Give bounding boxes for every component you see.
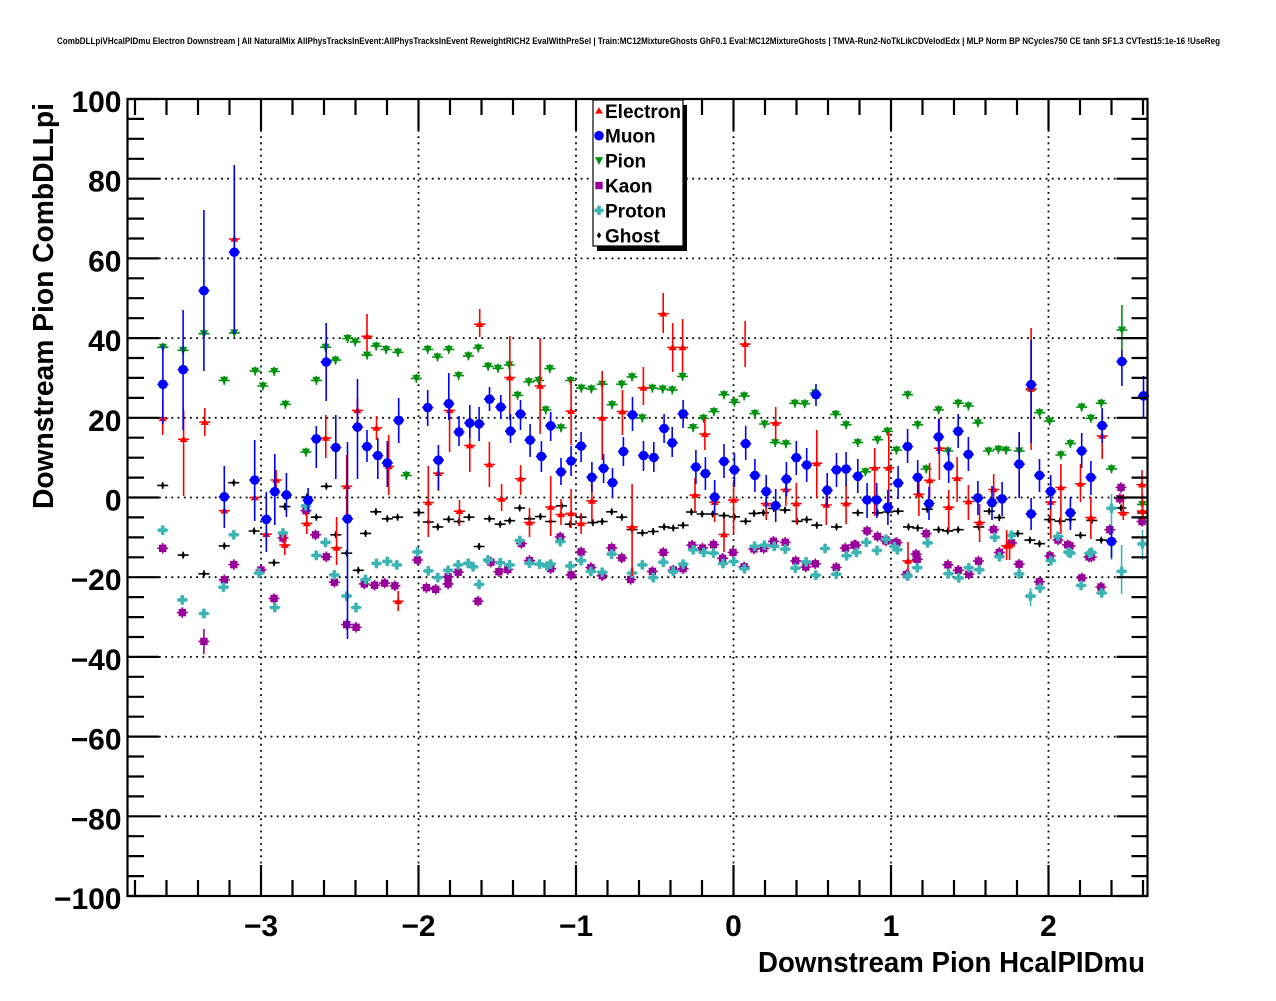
svg-text:60: 60 [88,245,121,278]
svg-text:Pion: Pion [605,152,646,173]
svg-text:Proton: Proton [605,201,666,222]
svg-text:Electron: Electron [605,102,681,123]
svg-text:20: 20 [88,405,121,438]
svg-text:Muon: Muon [605,127,656,148]
svg-text:CombDLLpiVHcalPIDmu Electron D: CombDLLpiVHcalPIDmu Electron Downstream … [57,36,1220,46]
svg-text:2: 2 [1040,910,1057,943]
svg-text:Kaon: Kaon [605,177,653,198]
svg-text:−40: −40 [71,644,122,677]
svg-text:Downstream Pion CombDLLpi: Downstream Pion CombDLLpi [28,103,60,509]
svg-text:100: 100 [71,86,121,119]
svg-text:Ghost: Ghost [605,226,661,247]
svg-text:80: 80 [88,166,121,199]
svg-text:−100: −100 [54,883,122,916]
svg-text:−3: −3 [244,910,278,943]
svg-text:Downstream Pion HcalPIDmu: Downstream Pion HcalPIDmu [758,947,1145,979]
svg-text:−60: −60 [71,724,122,757]
svg-text:0: 0 [725,910,742,943]
svg-text:−80: −80 [71,803,122,836]
svg-text:40: 40 [88,325,121,358]
svg-text:−1: −1 [559,910,593,943]
svg-text:−2: −2 [401,910,435,943]
svg-text:1: 1 [883,910,900,943]
svg-text:0: 0 [105,485,122,518]
svg-text:−20: −20 [71,564,122,597]
